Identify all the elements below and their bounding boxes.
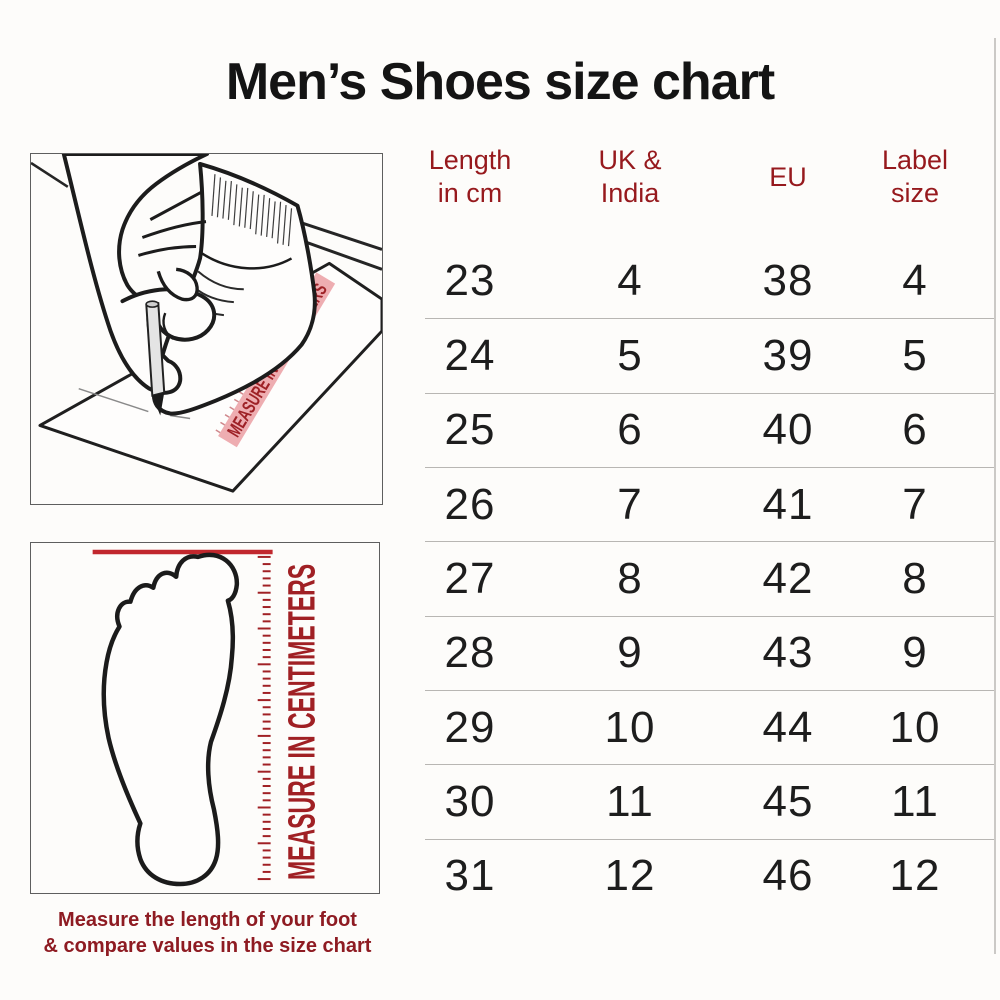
header-label-size: Label size xyxy=(882,144,948,210)
table-cell: 43 xyxy=(762,628,814,678)
table-cell: 11 xyxy=(606,777,654,827)
pencil xyxy=(145,300,166,416)
trace-line xyxy=(78,387,191,420)
table-row: 23 4 38 4 xyxy=(425,244,996,318)
table-row: 24 5 39 5 xyxy=(425,318,996,392)
table-row: 26 7 41 7 xyxy=(425,467,996,541)
header-length-cm: Length in cm xyxy=(429,144,512,210)
table-cell: 9 xyxy=(902,628,928,678)
table-cell: 8 xyxy=(617,554,643,604)
foot-measure-drawing: MEASURE IN CENTIMETERS xyxy=(92,549,323,887)
header-line: India xyxy=(600,178,660,208)
table-cell: 4 xyxy=(617,256,643,306)
table-row: 28 9 43 9 xyxy=(425,615,996,690)
foot-tracing-drawing: MEASURE IN CENTIMETERS xyxy=(31,154,382,493)
table-row: 31 12 46 12 xyxy=(425,838,996,913)
header-line: EU xyxy=(769,161,807,192)
hand xyxy=(61,154,217,395)
table-cell: 42 xyxy=(762,554,814,604)
header-line: UK & xyxy=(598,145,662,175)
table-cell: 27 xyxy=(444,554,496,604)
table-cell: 39 xyxy=(762,331,814,381)
table-cell: 5 xyxy=(902,331,928,381)
table-cell: 4 xyxy=(902,256,928,306)
header-line: size xyxy=(890,178,940,208)
ruler-ticks xyxy=(257,555,271,881)
header-uk-india: UK & India xyxy=(598,144,661,210)
table-cell: 45 xyxy=(762,777,814,827)
foot-measure-illustration: MEASURE IN CENTIMETERS xyxy=(30,542,380,894)
table-cell: 10 xyxy=(889,702,941,752)
size-table-headers: Length in cm UK & India EU Label size xyxy=(425,144,996,210)
table-row: 30 11 45 11 xyxy=(425,764,996,838)
header-line: Label xyxy=(881,145,949,175)
table-cell: 38 xyxy=(762,256,814,306)
size-table: 23 4 38 4 24 5 39 5 25 6 40 6 26 7 41 7 27 8 42 8 28 9 43 9 29 10… xyxy=(425,244,996,913)
table-row: 29 10 44 10 xyxy=(425,690,996,764)
table-cell: 11 xyxy=(891,777,939,827)
table-cell: 29 xyxy=(444,702,496,752)
caption-line1: Measure the length of your foot xyxy=(58,909,357,931)
header-line: Length xyxy=(428,145,512,175)
foot-outline xyxy=(101,552,240,887)
table-cell: 10 xyxy=(604,702,656,752)
table-cell: 6 xyxy=(902,405,928,455)
table-cell: 40 xyxy=(762,405,814,455)
table-cell: 7 xyxy=(902,479,928,529)
table-cell: 7 xyxy=(617,479,643,529)
foot-tracing-illustration: MEASURE IN CENTIMETERS xyxy=(30,153,383,505)
table-cell: 30 xyxy=(444,777,496,827)
table-cell: 26 xyxy=(444,479,496,529)
table-cell: 8 xyxy=(902,554,928,604)
table-cell: 28 xyxy=(444,628,496,678)
table-row: 27 8 42 8 xyxy=(425,541,996,615)
table-cell: 44 xyxy=(762,702,814,752)
table-cell: 41 xyxy=(762,479,814,529)
table-cell: 46 xyxy=(762,851,814,901)
header-eu: EU xyxy=(769,144,807,210)
sock-foot xyxy=(151,161,317,416)
sock-hatching xyxy=(211,174,293,247)
caption: Measure the length of your foot & compar… xyxy=(10,907,405,959)
table-cell: 5 xyxy=(617,331,643,381)
table-cell: 6 xyxy=(617,405,643,455)
table-cell: 23 xyxy=(444,256,496,306)
table-cell: 25 xyxy=(444,405,496,455)
caption-line2: & compare values in the size chart xyxy=(43,935,372,957)
table-cell: 9 xyxy=(617,628,643,678)
header-line: in cm xyxy=(437,178,503,208)
table-cell: 12 xyxy=(604,851,656,901)
page-title: Men’s Shoes size chart xyxy=(225,53,775,111)
right-edge-line xyxy=(994,38,996,954)
table-row: 25 6 40 6 xyxy=(425,392,996,467)
table-cell: 24 xyxy=(444,331,496,381)
table-cell: 31 xyxy=(444,851,496,901)
ruler-label: MEASURE IN CENTIMETERS xyxy=(281,564,323,880)
table-cell: 12 xyxy=(889,851,941,901)
